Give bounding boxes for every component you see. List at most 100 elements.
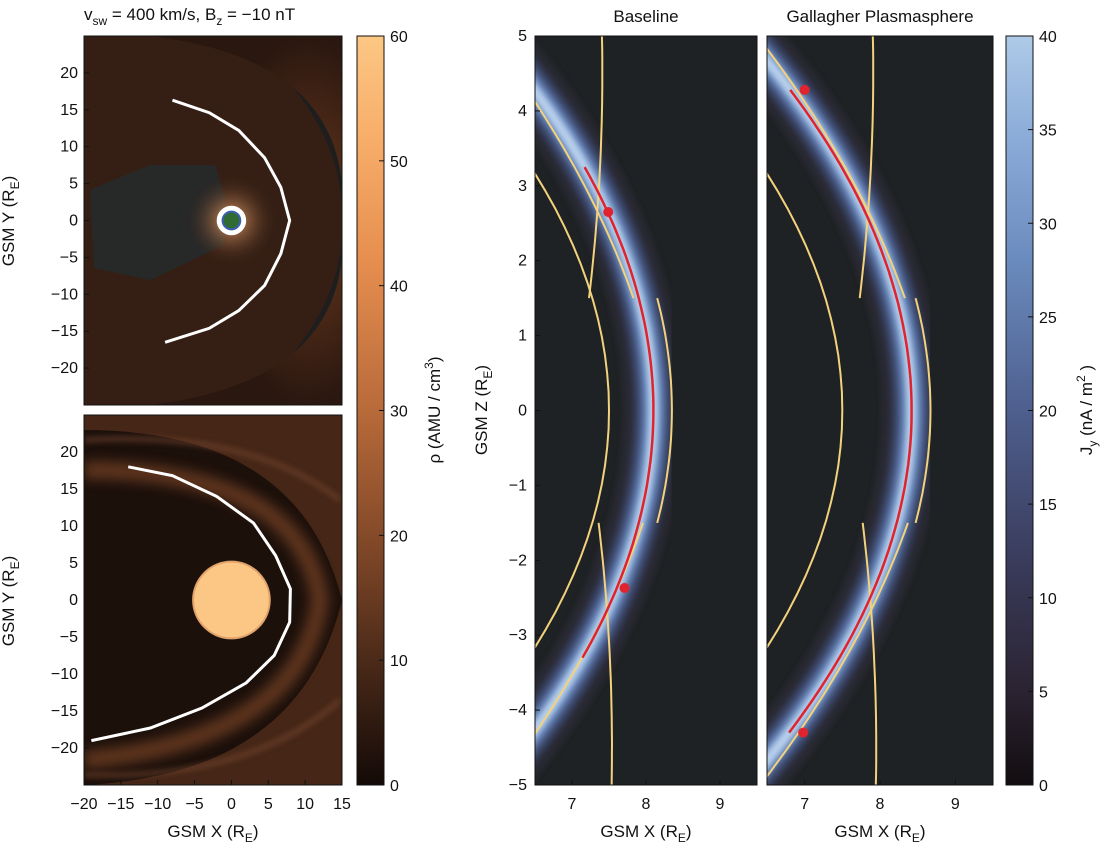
rho-bottom-y-tick-label: 5 xyxy=(69,555,78,572)
rho-bottom-x-tick-label: 5 xyxy=(264,796,273,813)
jy-baseline-x-ticks: 7 8 9 xyxy=(568,780,725,813)
rho-bottom-streak-upper xyxy=(84,436,342,502)
rho-top-y-tick-label: −10 xyxy=(51,286,78,303)
jy-baseline-separatrix-line xyxy=(597,522,614,785)
rho-bottom-sheath-band xyxy=(84,461,330,769)
rho-colorbar-ticks: 0 10 20 30 40 50 60 xyxy=(379,29,408,795)
rho-colorbar-tick-label: 40 xyxy=(390,279,408,296)
jy-baseline-y-tick-label: −1 xyxy=(509,477,527,494)
rho-bottom-y-tick-label: 0 xyxy=(69,592,78,609)
jy-colorbar-tick-label: 10 xyxy=(1039,591,1057,608)
rho-bottom-x-tick-label: −15 xyxy=(107,796,134,813)
rho-bottom-x-label: GSM X (RE) xyxy=(167,822,258,845)
jy-baseline-separatrix-line xyxy=(656,297,673,524)
jy-baseline-y-tick-label: −3 xyxy=(509,627,527,644)
jy-gallagher-x-tick-label: 8 xyxy=(876,796,885,813)
rho-bottom-magnetopause-line xyxy=(91,465,292,743)
jy-gallagher-marker-point xyxy=(798,727,809,738)
rho-bottom-y-tick-label: −10 xyxy=(51,666,78,683)
jy-baseline-y-tick-label: 2 xyxy=(518,253,527,270)
rho-bottom-y-tick-label: 10 xyxy=(60,518,78,535)
jy-gallagher-x-tick-label: 9 xyxy=(951,796,960,813)
jy-colorbar-tick-label: 30 xyxy=(1039,216,1057,233)
rho-top-y-tick-label: −15 xyxy=(51,323,78,340)
rho-bottom-magnetosheath xyxy=(84,415,342,785)
rho-top-y-tick-label: −20 xyxy=(51,360,78,377)
rho-colorbar: 0 10 20 30 40 50 60 ρ (AMU / cm3) xyxy=(356,29,444,795)
jy-colorbar-tick-label: 35 xyxy=(1039,123,1057,140)
rho-bottom-x-tick-label: −5 xyxy=(185,796,203,813)
jy-colorbar-tick-label: 5 xyxy=(1039,684,1048,701)
jy-baseline-x-tick-label: 7 xyxy=(568,796,577,813)
jy-baseline-separatrix-line xyxy=(588,36,604,299)
jy-baseline-panel: Baseline −5 −4 −3 −2 −1 0 1 2 3 4 5 7 8 9 GSM Z (RE)… xyxy=(472,7,758,845)
jy-baseline-separatrix-line xyxy=(535,99,635,299)
jy-gallagher-x-tick-label: 7 xyxy=(800,796,809,813)
rho-top-y-tick-label: 5 xyxy=(69,176,78,193)
jy-baseline-y-tick-label: −2 xyxy=(509,552,527,569)
jy-colorbar-tick-label: 15 xyxy=(1039,497,1057,514)
jy-baseline-marker-point xyxy=(619,583,630,594)
rho-bottom-y-tick-label: −15 xyxy=(51,703,78,720)
rho-bottom-x-ticks: −20 −15 −10 −5 0 5 10 15 xyxy=(70,780,351,813)
rho-top-y-tick-label: 15 xyxy=(60,102,78,119)
jy-baseline-closed-field-line xyxy=(535,171,611,650)
jy-baseline-y-label: GSM Z (RE) xyxy=(472,365,495,455)
jy-baseline-y-tick-label: 1 xyxy=(518,328,527,345)
rho-top-panel: −20 −15 −10 −5 0 5 10 15 20 GSM Y (RE) xyxy=(0,35,343,406)
jy-colorbar-tick-label: 20 xyxy=(1039,404,1057,421)
jy-gallagher-separatrix-line xyxy=(861,522,878,785)
jy-gallagher-marker-point xyxy=(799,84,810,95)
jy-gallagher-current-sheet-line xyxy=(788,89,913,734)
rho-bottom-y-tick-label: 20 xyxy=(60,444,78,461)
jy-gallagher-x-label: GSM X (RE) xyxy=(834,822,925,845)
rho-top-y-label: GSM Y (RE) xyxy=(0,176,22,267)
jy-colorbar-tick-label: 25 xyxy=(1039,310,1057,327)
rho-bottom-y-tick-label: −20 xyxy=(51,740,78,757)
jy-gallagher-x-ticks: 7 8 9 xyxy=(800,780,960,813)
jy-colorbar: 0 5 10 15 20 25 30 35 40 Jy (nA / m2 ) xyxy=(1005,29,1100,795)
rho-colorbar-tick-label: 10 xyxy=(390,653,408,670)
jy-gallagher-separatrix-line xyxy=(858,36,875,299)
rho-bottom-streak-lower xyxy=(84,698,342,778)
jy-baseline-y-tick-label: −4 xyxy=(509,702,527,719)
jy-baseline-current-sheet-line xyxy=(581,166,655,659)
rho-bottom-plasmasphere xyxy=(192,560,271,640)
rho-colorbar-label: ρ (AMU / cm3) xyxy=(422,356,444,463)
rho-bottom-y-tick-label: 15 xyxy=(60,481,78,498)
rho-bottom-panel: −20 −15 −10 −5 0 5 10 15 20 −20 −15 −10 −5 0 5 10 15 GS… xyxy=(0,414,351,845)
jy-baseline-title: Baseline xyxy=(613,7,678,26)
jy-baseline-marker-point xyxy=(603,207,614,218)
rho-colorbar-tick-label: 60 xyxy=(390,29,408,46)
jy-colorbar-ticks: 0 5 10 15 20 25 30 35 40 xyxy=(1028,29,1057,795)
jy-colorbar-tick-label: 40 xyxy=(1039,29,1057,46)
jy-gallagher-separatrix-line xyxy=(767,47,906,299)
rho-bottom-y-tick-label: −5 xyxy=(60,629,78,646)
figure-title: vsw = 400 km/s, Bz = −10 nT xyxy=(84,5,295,28)
jy-gallagher-panel: Gallagher Plasmasphere 7 8 9 GSM X (RE) xyxy=(766,7,994,845)
rho-top-magnetopause-line xyxy=(164,98,292,344)
jy-baseline-x-label: GSM X (RE) xyxy=(600,822,691,845)
rho-bottom-x-tick-label: 15 xyxy=(333,796,351,813)
jy-colorbar-label: Jy (nA / m2 ) xyxy=(1074,365,1100,455)
jy-gallagher-separatrix-line xyxy=(767,522,909,778)
rho-top-y-tick-label: −5 xyxy=(60,249,78,266)
jy-baseline-x-tick-label: 9 xyxy=(716,796,725,813)
jy-colorbar-tick-label: 0 xyxy=(1039,778,1048,795)
rho-bottom-y-label: GSM Y (RE) xyxy=(0,556,22,647)
rho-colorbar-tick-label: 50 xyxy=(390,154,408,171)
rho-top-lobe-region xyxy=(90,165,226,280)
rho-bottom-x-tick-label: 0 xyxy=(227,796,236,813)
rho-colorbar-tick-label: 20 xyxy=(390,528,408,545)
rho-top-y-ticks: −20 −15 −10 −5 0 5 10 15 20 xyxy=(51,65,89,377)
jy-baseline-y-tick-label: 4 xyxy=(518,103,527,120)
rho-bottom-x-tick-label: 10 xyxy=(296,796,314,813)
rho-bottom-x-tick-label: −20 xyxy=(70,796,97,813)
rho-bottom-x-tick-label: −10 xyxy=(144,796,171,813)
rho-top-y-tick-label: 0 xyxy=(69,213,78,230)
rho-bottom-y-ticks: −20 −15 −10 −5 0 5 10 15 20 xyxy=(51,444,89,757)
jy-baseline-y-tick-label: −5 xyxy=(509,777,527,794)
earth-icon xyxy=(221,210,242,231)
jy-baseline-y-ticks: −5 −4 −3 −2 −1 0 1 2 3 4 5 xyxy=(509,28,540,794)
